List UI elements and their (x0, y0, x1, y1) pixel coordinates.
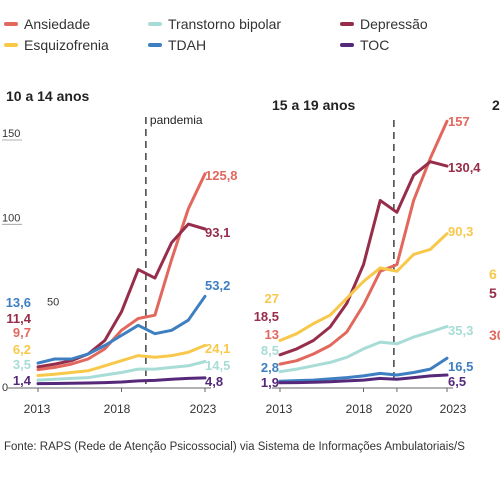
end-label-transtorno-bipolar: 35,3 (448, 323, 473, 338)
start-label-tdah: 13,6 (6, 295, 31, 310)
start-label-toc: 1,9 (261, 375, 279, 390)
start-label-toc: 1,4 (13, 373, 32, 388)
series-line-ansiedade (36, 172, 207, 372)
legend-swatch (4, 22, 18, 26)
end-label-toc: 4,8 (205, 374, 223, 389)
legend-label: TOC (360, 37, 390, 53)
chart-panel-2: 15 a 19 anos 2013 2018 2020 2023 13 157 18,5 130… (254, 97, 482, 416)
chart-panel-1: 10 a 14 anos 0 50 100 150 2013 2018 2023 pandemi… (2, 88, 238, 416)
panel-title: 10 a 14 anos (6, 88, 89, 104)
legend-swatch (340, 22, 354, 26)
series-line-ansiedade (278, 119, 449, 366)
series-line-tdah (36, 294, 207, 365)
end-label-tdah: 16,5 (448, 359, 473, 374)
start-label-depressao: 18,5 (254, 309, 279, 324)
series-line-toc (278, 373, 449, 385)
y-tick-label: 0 (2, 382, 8, 394)
y-tick-label: 50 (47, 297, 59, 309)
legend-item-toc: TOC (340, 36, 389, 54)
legend-swatch (148, 43, 162, 47)
legend-item-esquizofrenia: Esquizofrenia (4, 36, 109, 54)
x-tick-label: 2013 (24, 402, 51, 416)
start-label-esquizofrenia: 6,2 (13, 342, 31, 357)
legend-item-ansiedade: Ansiedade (4, 15, 90, 33)
x-tick-label: 2013 (266, 402, 293, 416)
end-label-tdah: 53,2 (205, 278, 230, 293)
series-line-toc (36, 376, 207, 386)
end-label-esquizofrenia: 90,3 (448, 224, 473, 239)
x-tick-label: 2018 (104, 402, 131, 416)
start-label-transtorno-bipolar: 3,5 (13, 357, 31, 372)
legend-item-tdah: TDAH (148, 36, 206, 54)
series-line-transtorno-bipolar (36, 360, 207, 382)
x-tick-label: 2023 (440, 402, 467, 416)
legend-label: TDAH (168, 37, 207, 53)
end-label-ansiedade: 157 (448, 114, 470, 129)
legend-item-transtorno-bipolar: Transtorno bipolar (148, 15, 281, 33)
series-line-tdah (278, 356, 449, 383)
legend-swatch (340, 43, 354, 47)
x-tick-label: 2020 (386, 402, 413, 416)
legend-label: Transtorno bipolar (168, 16, 282, 32)
end-label-transtorno-bipolar: 14,5 (205, 358, 230, 373)
pandemic-label: pandemia (150, 113, 203, 127)
end-label-esquizofrenia: 24,1 (205, 341, 230, 356)
legend-swatch (4, 43, 18, 47)
start-label-ansiedade: 9,7 (13, 325, 31, 340)
legend-item-depressao: Depressão (340, 15, 428, 33)
start-label-depressao: 11,4 (6, 311, 31, 326)
panel-title: 2 (492, 97, 500, 113)
legend-label: Ansiedade (24, 16, 91, 32)
end-label-ansiedade: 125,8 (205, 168, 238, 183)
x-tick-label: 2023 (190, 402, 217, 416)
source-note: Fonte: RAPS (Rede de Atenção Psicossocia… (4, 441, 465, 453)
start-label-ansiedade: 13 (265, 327, 279, 342)
start-label-esquizofrenia: 27 (265, 291, 279, 306)
x-tick-label: 2018 (346, 402, 373, 416)
start-label-tdah: 2,8 (261, 360, 279, 375)
y-tick-label: 150 (2, 128, 20, 140)
end-label-depressao: 93,1 (205, 225, 230, 240)
legend-swatch (148, 22, 162, 26)
start-label-esquizofrenia: 6 (489, 266, 497, 282)
series-line-depressao (36, 222, 207, 369)
legend-label: Esquizofrenia (24, 37, 109, 53)
series-line-esquizofrenia (36, 343, 207, 377)
series-line-depressao (278, 160, 449, 357)
start-label-ansiedade: 30 (489, 327, 500, 343)
y-tick-label: 100 (2, 212, 20, 224)
chart-panel-3: 2 6 5 30 (489, 97, 500, 343)
start-label-transtorno-bipolar: 8,5 (261, 343, 279, 358)
series-line-esquizofrenia (278, 232, 449, 342)
series-line-transtorno-bipolar (278, 325, 449, 374)
end-label-depressao: 130,4 (448, 160, 481, 175)
start-label-depressao: 5 (489, 285, 497, 301)
end-label-toc: 6,5 (448, 374, 466, 389)
legend-label: Depressão (360, 16, 428, 32)
panel-title: 15 a 19 anos (272, 97, 355, 113)
